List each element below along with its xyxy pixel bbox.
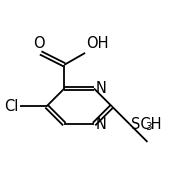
Text: N: N	[96, 117, 106, 132]
Text: O: O	[33, 36, 45, 51]
Text: OH: OH	[87, 36, 109, 51]
Text: N: N	[96, 81, 106, 96]
Text: Cl: Cl	[4, 99, 18, 114]
Text: SCH: SCH	[131, 117, 162, 132]
Text: 3: 3	[145, 122, 152, 132]
